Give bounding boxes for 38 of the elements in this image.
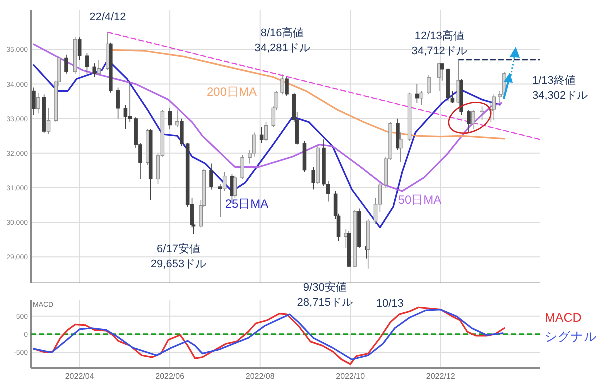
annotation: 10/13 [376, 298, 404, 310]
x-tick-label: 2022/04 [65, 372, 95, 381]
candlestick [180, 118, 184, 147]
candlestick [264, 122, 268, 142]
candlestick [168, 108, 172, 130]
candlestick [92, 63, 97, 78]
annotation: 22/4/12 [90, 11, 126, 24]
candlestick [210, 163, 214, 190]
x-tick-label: 2022/08 [246, 372, 276, 381]
candlestick [218, 184, 222, 218]
candlestick [420, 90, 424, 106]
annotation: 1/13終値 34,302ドル [532, 74, 588, 102]
candlestick [36, 92, 40, 114]
series-label: 50日MA [398, 193, 442, 207]
candlestick [78, 37, 82, 61]
annotation: 6/17安値 29,653ドル [150, 242, 207, 271]
candlestick [97, 60, 101, 76]
text: シグナル [545, 330, 597, 344]
candlestick [260, 127, 264, 144]
candlestick [85, 52, 90, 74]
x-tick-label: 2022/12 [426, 372, 456, 381]
annotation: 9/30安値 28,715ドル [297, 280, 353, 309]
candlestick [467, 110, 471, 134]
candlestick [312, 166, 316, 190]
candlestick [440, 63, 444, 82]
annotation: 12/13高値 34,712ドル [412, 30, 468, 58]
candlestick [64, 54, 68, 74]
text: MACD [545, 311, 582, 325]
x-tick-label: 2022/10 [336, 372, 366, 381]
series-label: 200日MA [206, 85, 258, 99]
candlestick [124, 104, 128, 130]
annotation: 8/16高値 34,281ドル [254, 26, 310, 55]
series-label: 25日MA [225, 197, 269, 211]
x-tick-label: 2022/06 [156, 372, 186, 381]
candlestick [128, 80, 132, 123]
candlestick [32, 87, 36, 116]
candlestick [285, 76, 289, 97]
candlestick [116, 87, 120, 120]
